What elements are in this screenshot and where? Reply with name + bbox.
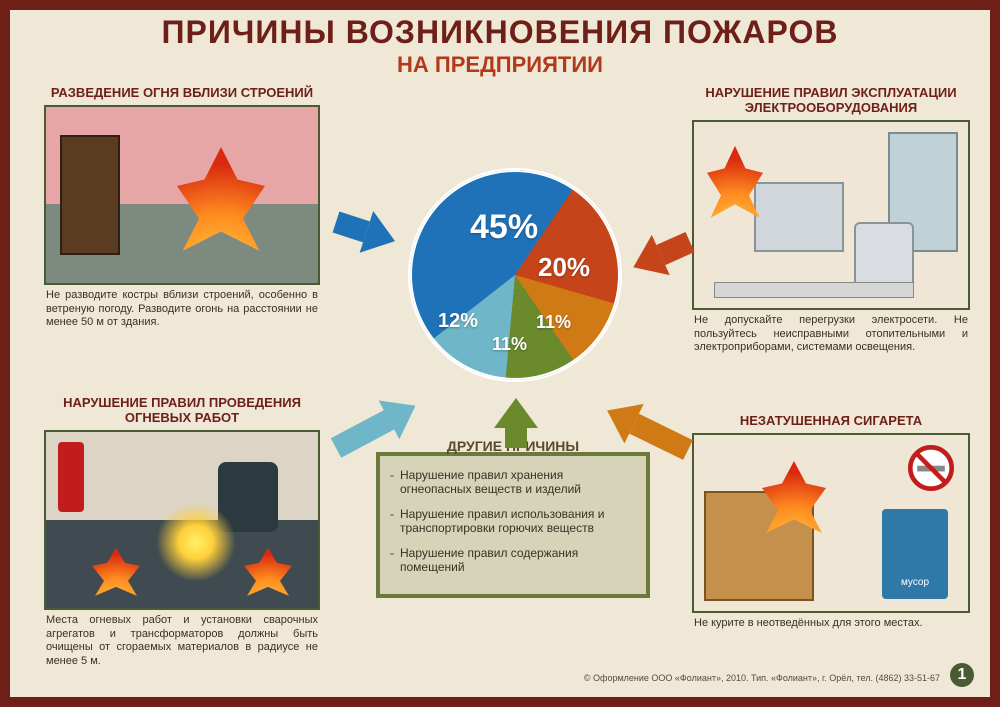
pie-chart: 45%20% 11% 11% 12% [410,170,620,380]
other-causes-list: Нарушение правил хранения огнеопасных ве… [390,468,636,574]
pie-slice-label: 45% [470,208,538,247]
panel-cigarette: НЕЗАТУШЕННАЯ СИГАРЕТА мусор Не курите в … [692,414,970,631]
no-smoking-icon [908,445,954,491]
sparks-shape [156,502,236,582]
panel-electrical: НАРУШЕНИЕ ПРАВИЛ ЭКСПЛУАТАЦИИ ЭЛЕКТРООБО… [692,86,970,355]
footer-credit: © Оформление ООО «Фолиант», 2010. Тип. «… [584,673,940,683]
microwave-shape [754,182,844,252]
illustration-hot-works [44,430,320,610]
header: ПРИЧИНЫ ВОЗНИКНОВЕНИЯ ПОЖАРОВ НА ПРЕДПРИ… [10,10,990,82]
page-number-badge: 1 [950,663,974,687]
fire-icon [238,548,298,608]
panel-caption: Не допускайте перегрузки электросети. Не… [692,310,970,355]
other-cause-item: Нарушение правил хранения огнеопасных ве… [390,468,636,497]
fire-safety-poster: ПРИЧИНЫ ВОЗНИКНОВЕНИЯ ПОЖАРОВ НА ПРЕДПРИ… [0,0,1000,707]
fire-icon [86,548,146,608]
door-shape [60,135,120,255]
panel-title: НЕЗАТУШЕННАЯ СИГАРЕТА [692,414,970,429]
other-cause-item: Нарушение правил использования и транспо… [390,507,636,536]
power-strip-shape [714,282,914,298]
illustration-electrical [692,120,970,310]
pie-slice-label: 11% [492,334,527,355]
pie-slice-label: 12% [438,310,478,333]
trash-bin-shape: мусор [882,509,948,599]
main-title: ПРИЧИНЫ ВОЗНИКНОВЕНИЯ ПОЖАРОВ [10,16,990,50]
sub-title: НА ПРЕДПРИЯТИИ [10,52,990,78]
panel-title: НАРУШЕНИЕ ПРАВИЛ ПРОВЕДЕНИЯ ОГНЕВЫХ РАБО… [44,396,320,426]
panel-open-fire: РАЗВЕДЕНИЕ ОГНЯ ВБЛИЗИ СТРОЕНИЙ Не разво… [44,86,320,330]
illustration-open-fire [44,105,320,285]
pie-disc: 45%20% 11% 11% 12% [410,170,620,380]
fire-icon [166,147,276,277]
panel-caption: Места огневых работ и установки сварочны… [44,610,320,669]
panel-hot-works: НАРУШЕНИЕ ПРАВИЛ ПРОВЕДЕНИЯ ОГНЕВЫХ РАБО… [44,396,320,669]
pie-slice-label: 11% [536,312,571,333]
panel-title: НАРУШЕНИЕ ПРАВИЛ ЭКСПЛУАТАЦИИ ЭЛЕКТРООБО… [692,86,970,116]
pie-slice-label: 20% [538,252,590,283]
panel-caption: Не курите в неотведённых для этого места… [692,613,970,631]
panel-caption: Не разводите костры вблизи строений, осо… [44,285,320,330]
other-causes-box: ДРУГИЕ ПРИЧИНЫ Нарушение правил хранения… [376,452,650,598]
illustration-cigarette: мусор [692,433,970,613]
other-cause-item: Нарушение правил содержания помещений [390,546,636,575]
panel-title: РАЗВЕДЕНИЕ ОГНЯ ВБЛИЗИ СТРОЕНИЙ [44,86,320,101]
extinguisher-shape [58,442,84,512]
